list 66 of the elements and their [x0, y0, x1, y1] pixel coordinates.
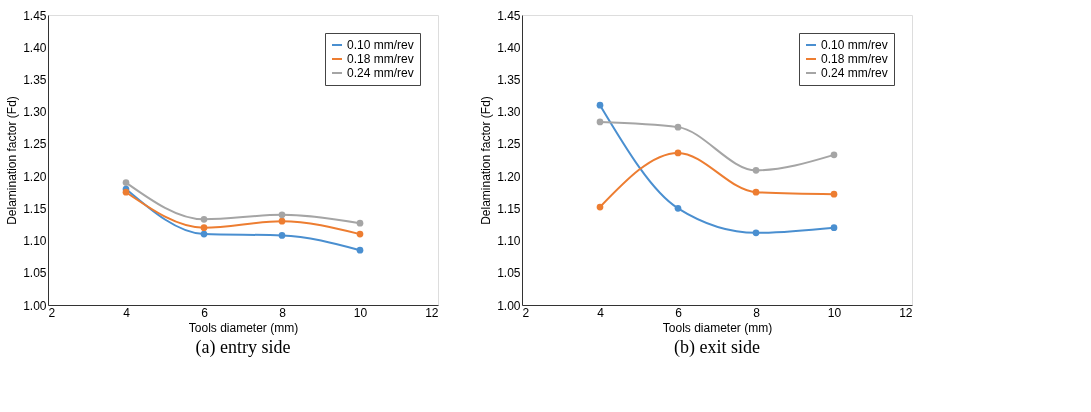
point [674, 149, 682, 157]
y-tick-label: 1.20 [23, 169, 47, 184]
x-tick-label: 4 [123, 305, 131, 320]
y-tick-label: 1.15 [23, 201, 47, 216]
point [278, 211, 286, 219]
x-tick-label: 8 [279, 305, 287, 320]
x-tick-label: 6 [201, 305, 209, 320]
y-tick-label: 1.10 [497, 234, 521, 249]
legend-label: 0.24 mm/rev [347, 66, 414, 80]
y-tick-label: 1.05 [497, 266, 521, 281]
point [830, 190, 838, 198]
point [200, 230, 208, 238]
point [356, 230, 364, 238]
point [752, 166, 760, 174]
y-tick-label: 1.10 [23, 234, 47, 249]
y-tick-label: 1.15 [497, 201, 521, 216]
y-tick-label: 1.25 [497, 137, 521, 152]
y-tick-label: 1.35 [23, 72, 47, 87]
y-tick-label: 1.00 [23, 298, 47, 313]
point [752, 188, 760, 196]
point [200, 224, 208, 232]
y-tick-label: 1.20 [497, 169, 521, 184]
point [596, 118, 604, 126]
x-tick-label: 4 [597, 305, 605, 320]
legend-label: 0.10 mm/rev [821, 38, 888, 52]
x-tick-label: 12 [899, 305, 913, 320]
x-tick-label: 2 [522, 305, 530, 320]
point [830, 224, 838, 232]
legend-label: 0.10 mm/rev [347, 38, 414, 52]
y-tick-label: 1.35 [497, 72, 521, 87]
y-tick-label: 1.40 [23, 40, 47, 55]
point [356, 246, 364, 254]
x-tick-label: 8 [753, 305, 761, 320]
point [278, 232, 286, 239]
x-axis-title: Tools diameter (mm) [188, 320, 299, 335]
text: (a) entry side [195, 337, 291, 358]
x-tick-label: 6 [675, 305, 683, 320]
x-tick-label: 10 [827, 305, 842, 320]
x-tick-label: 2 [48, 305, 56, 320]
point [674, 204, 682, 212]
x-tick-label: 12 [425, 305, 439, 320]
point [830, 151, 838, 159]
y-tick-label: 1.25 [23, 137, 47, 152]
y-tick-label: 1.00 [497, 298, 521, 313]
point [278, 217, 286, 225]
legend-label: 0.18 mm/rev [821, 52, 888, 66]
point [596, 203, 604, 211]
x-axis-title: Tools diameter (mm) [662, 320, 773, 335]
y-tick-label: 1.05 [23, 266, 47, 281]
point [356, 219, 364, 227]
y-tick-label: 1.40 [497, 40, 521, 55]
y-tick-label: 1.30 [497, 105, 521, 120]
point [674, 123, 682, 131]
y-tick-label: 1.30 [23, 105, 47, 120]
text: (b) exit side [674, 337, 760, 358]
point [122, 179, 130, 186]
legend-label: 0.24 mm/rev [821, 66, 888, 80]
point [596, 101, 604, 109]
y-tick-label: 1.45 [497, 8, 521, 23]
y-tick-label: 1.45 [23, 8, 47, 23]
legend-label: 0.18 mm/rev [347, 52, 414, 66]
x-tick-label: 10 [353, 305, 368, 320]
y-axis-title: Delamination factor (Fd) [479, 96, 494, 225]
point [200, 215, 208, 223]
point [752, 229, 760, 237]
y-axis-title: Delamination factor (Fd) [5, 96, 20, 225]
